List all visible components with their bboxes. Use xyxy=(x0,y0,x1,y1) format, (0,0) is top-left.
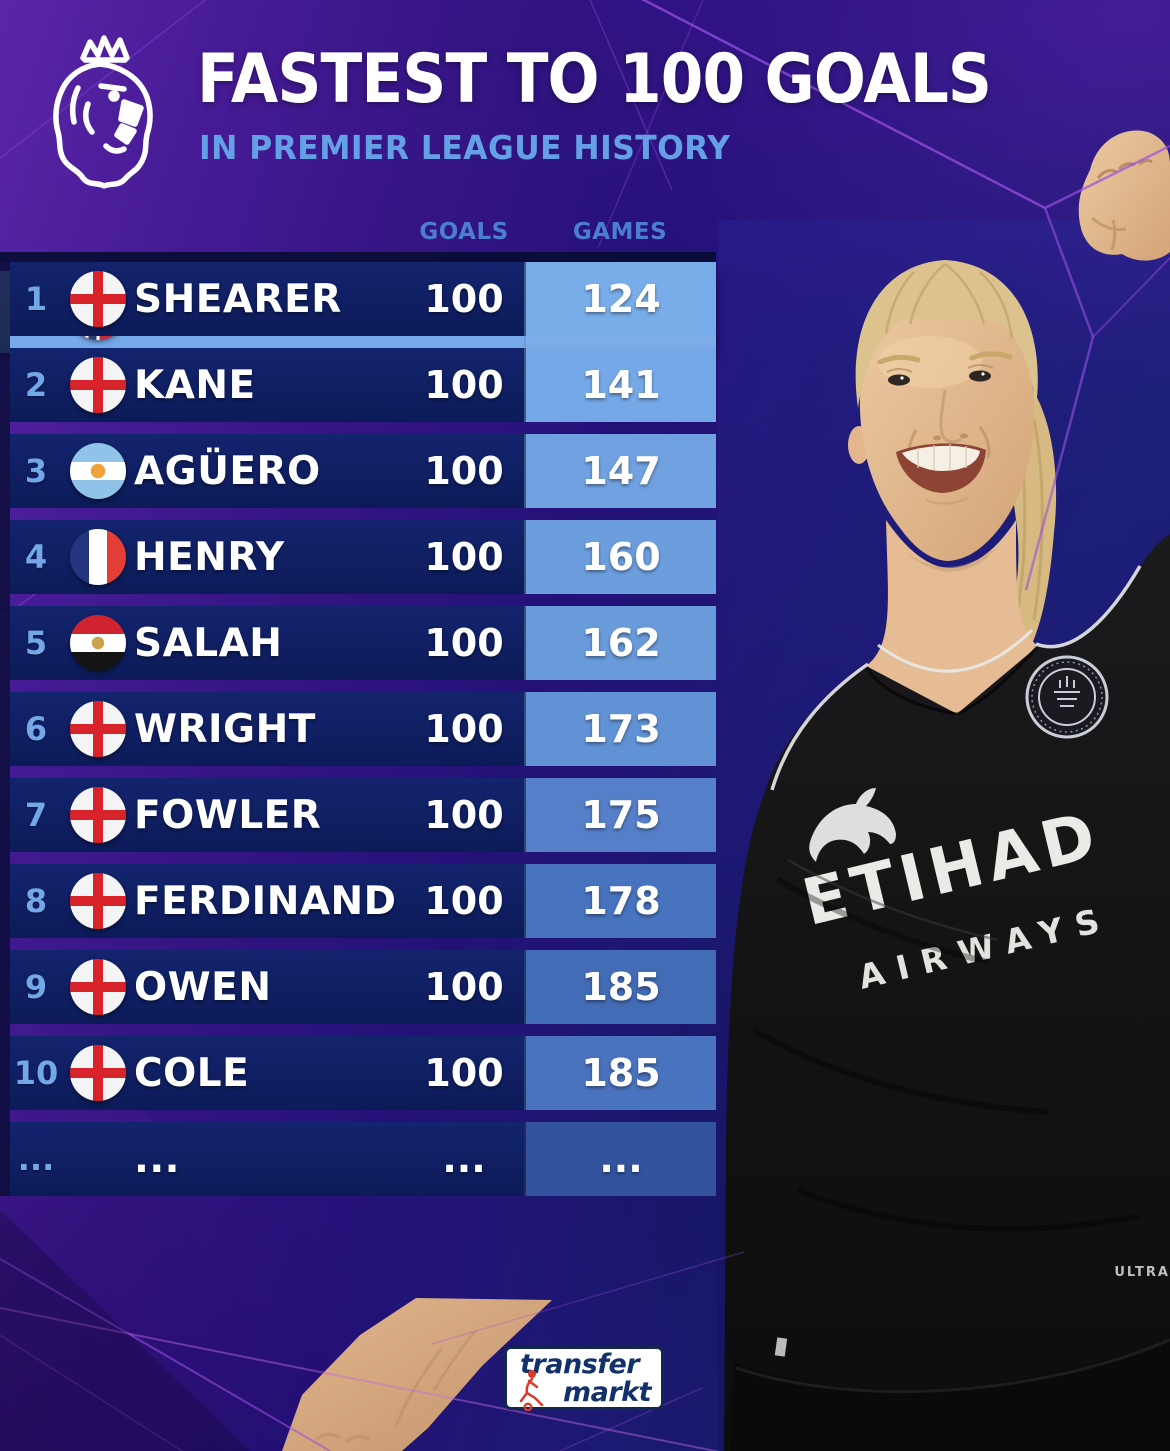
goals-value: 100 xyxy=(424,449,504,493)
neck xyxy=(866,520,1038,714)
raised-fist xyxy=(1078,130,1170,261)
puma-logo xyxy=(809,788,896,862)
rank-label: 1 xyxy=(24,280,48,318)
rank-label: 3 xyxy=(24,452,48,490)
england-flag-icon xyxy=(70,701,126,757)
jersey xyxy=(724,534,1170,1451)
table-edge-top xyxy=(0,252,716,262)
goals-value: 100 xyxy=(424,793,504,837)
games-value: 160 xyxy=(581,535,661,579)
collar-piping xyxy=(877,628,1034,673)
games-value: 175 xyxy=(581,793,661,837)
player-name: OWEN xyxy=(134,964,272,1010)
hair-top xyxy=(855,260,1038,408)
transfermarkt-logo: transfer markt xyxy=(504,1346,664,1411)
jersey-small-text: ULTRA xyxy=(1114,1265,1170,1280)
games-value: 124 xyxy=(581,277,661,321)
player-name: FERDINAND xyxy=(134,878,397,924)
table-edge-left xyxy=(0,262,10,1196)
games-value: 185 xyxy=(581,965,661,1009)
rank-label: 9 xyxy=(24,968,48,1006)
premier-league-lion-logo xyxy=(53,35,153,189)
player-name: HENRY xyxy=(134,534,285,580)
england-flag-icon xyxy=(70,357,126,413)
player-name: AGÜERO xyxy=(134,448,321,494)
goals-value: 100 xyxy=(424,621,504,665)
table-row: 9 OWEN 100 185 xyxy=(10,950,716,1024)
goals-value: 100 xyxy=(424,535,504,579)
table-row: 5 SALAH 100 162 xyxy=(10,606,716,680)
goals-value: 100 xyxy=(424,363,504,407)
england-flag-icon xyxy=(70,1045,126,1101)
argentina-flag-icon xyxy=(70,443,126,499)
rank-label: ... xyxy=(17,1140,55,1178)
england-flag-icon xyxy=(70,787,126,843)
table-rows: 1 SHEARER 100 124 2 KANE 100 141 3 AGÜER… xyxy=(0,262,716,1208)
player-name: SALAH xyxy=(134,620,283,666)
rank-label: 7 xyxy=(24,796,48,834)
shorts xyxy=(730,1340,1170,1451)
no-flag xyxy=(70,1131,126,1187)
goals-value: 100 xyxy=(424,277,504,321)
forearm xyxy=(282,1298,552,1451)
goals-value: 100 xyxy=(424,879,504,923)
face xyxy=(859,294,1035,561)
watermark-line2: markt xyxy=(563,1377,652,1408)
manchester-city-badge xyxy=(1025,655,1109,739)
table-row: 3 AGÜERO 100 147 xyxy=(10,434,716,508)
haaland-photo: ETIHAD AIRWAYS ULTRA xyxy=(718,130,1170,1451)
table-row: 10 COLE 100 185 xyxy=(10,1036,716,1110)
england-flag-icon xyxy=(70,959,126,1015)
column-header-goals: GOALS xyxy=(419,219,509,245)
england-flag-icon xyxy=(70,271,126,327)
table-row: 8 FERDINAND 100 178 xyxy=(10,864,716,938)
transfermarkt-player-icon xyxy=(519,1370,544,1411)
ranking-table: 1 SHEARER 100 124 2 KANE 100 141 3 AGÜER… xyxy=(0,252,716,1196)
goals-value: ... xyxy=(442,1137,486,1181)
table-row: 1 SHEARER 100 124 xyxy=(10,262,716,336)
watermark-line1: transfer xyxy=(520,1349,640,1380)
page-title: FASTEST TO 100 GOALS xyxy=(197,40,992,119)
egypt-flag-icon xyxy=(70,615,126,671)
rank-label: 2 xyxy=(24,366,48,404)
games-value: ... xyxy=(599,1137,643,1181)
page-subtitle: IN PREMIER LEAGUE HISTORY xyxy=(199,128,731,167)
table-row: 2 KANE 100 141 xyxy=(10,348,716,422)
rank-label: 8 xyxy=(24,882,48,920)
france-flag-icon xyxy=(70,529,126,585)
column-header-games: GAMES xyxy=(572,219,668,245)
games-value: 185 xyxy=(581,1051,661,1095)
games-value: 141 xyxy=(581,363,661,407)
table-row: 7 FOWLER 100 175 xyxy=(10,778,716,852)
table-row: 6 WRIGHT 100 173 xyxy=(10,692,716,766)
rank-label: 10 xyxy=(13,1054,59,1092)
player-name: COLE xyxy=(134,1050,250,1096)
player-name: ... xyxy=(134,1136,180,1182)
player-name: SHEARER xyxy=(134,276,342,322)
goals-value: 100 xyxy=(424,965,504,1009)
games-value: 162 xyxy=(581,621,661,665)
games-value: 178 xyxy=(581,879,661,923)
table-row: 4 HENRY 100 160 xyxy=(10,520,716,594)
games-value: 173 xyxy=(581,707,661,751)
games-value: 147 xyxy=(581,449,661,493)
england-flag-icon xyxy=(70,873,126,929)
face-features xyxy=(877,351,1013,505)
goals-value: 100 xyxy=(424,707,504,751)
player-name: WRIGHT xyxy=(134,706,316,752)
table-row-ellipsis: ... ... ... ... xyxy=(10,1122,716,1196)
goals-value: 100 xyxy=(424,1051,504,1095)
player-name: FOWLER xyxy=(134,792,322,838)
rank-label: 4 xyxy=(24,538,48,576)
player-name: KANE xyxy=(134,362,256,408)
rank-label: 6 xyxy=(24,710,48,748)
rank-label: 5 xyxy=(24,624,48,662)
